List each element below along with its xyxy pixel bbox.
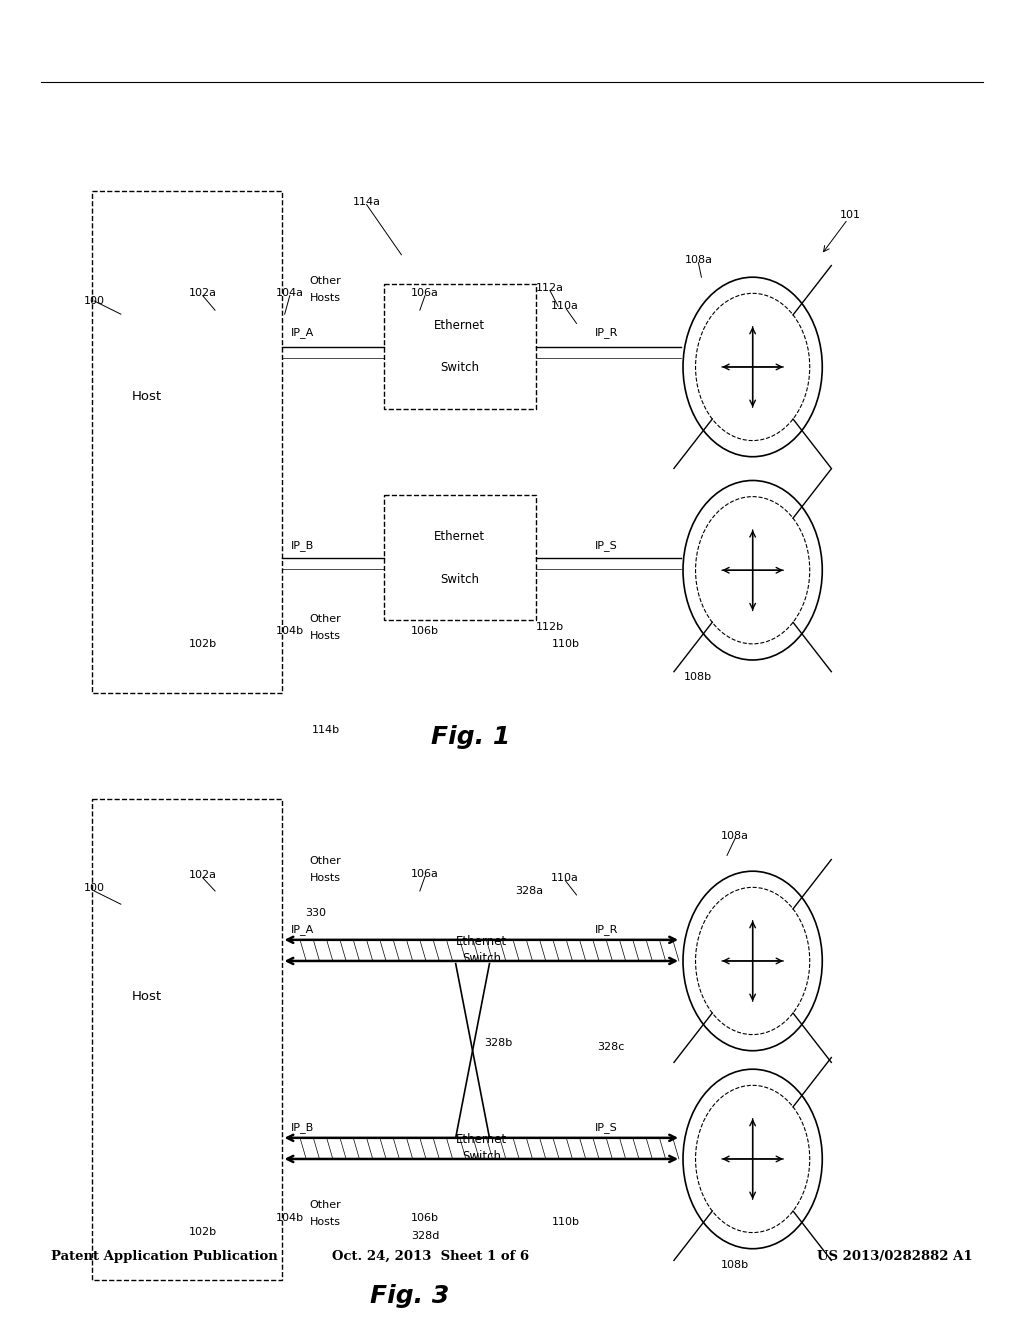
Text: Hosts: Hosts	[310, 293, 341, 304]
Text: 102b: 102b	[188, 1226, 217, 1237]
Text: 106b: 106b	[411, 626, 439, 636]
Text: 106a: 106a	[411, 288, 439, 298]
Text: 110a: 110a	[551, 301, 580, 312]
Text: Oct. 24, 2013  Sheet 1 of 6: Oct. 24, 2013 Sheet 1 of 6	[332, 1250, 528, 1263]
Bar	[384, 284, 536, 409]
Text: 100: 100	[84, 296, 104, 306]
Text: 328c: 328c	[598, 1041, 625, 1052]
Text: Fig. 3: Fig. 3	[370, 1284, 450, 1308]
Text: IP_R: IP_R	[595, 924, 617, 935]
Text: Host: Host	[131, 389, 162, 403]
Text: 104b: 104b	[275, 1213, 304, 1224]
Text: 101: 101	[840, 210, 860, 220]
Bar	[384, 495, 536, 620]
Text: Host: Host	[131, 990, 162, 1003]
Text: 108a: 108a	[721, 830, 750, 841]
Text: IP_B: IP_B	[291, 1122, 313, 1133]
Text: Switch: Switch	[440, 362, 479, 375]
Text: Ethernet: Ethernet	[456, 936, 507, 948]
Text: Patent Application Publication: Patent Application Publication	[51, 1250, 278, 1263]
Text: 102a: 102a	[188, 288, 217, 298]
Text: 110b: 110b	[552, 639, 581, 649]
Text: 108b: 108b	[684, 672, 713, 682]
Text: 104a: 104a	[275, 288, 304, 298]
Text: Switch: Switch	[440, 573, 479, 586]
Text: Hosts: Hosts	[310, 631, 341, 642]
Text: 112b: 112b	[536, 622, 564, 632]
Text: 330: 330	[305, 908, 326, 919]
Text: Fig. 1: Fig. 1	[431, 725, 511, 748]
Text: Other: Other	[309, 855, 342, 866]
Bar	[92, 799, 282, 1280]
Bar	[92, 191, 282, 693]
Text: 110b: 110b	[552, 1217, 581, 1228]
Text: Other: Other	[309, 614, 342, 624]
Text: 102a: 102a	[188, 870, 217, 880]
Text: 104b: 104b	[275, 626, 304, 636]
Text: 100: 100	[84, 883, 104, 894]
Text: 106a: 106a	[411, 869, 439, 879]
Text: US 2013/0282882 A1: US 2013/0282882 A1	[817, 1250, 973, 1263]
Text: IP_S: IP_S	[595, 540, 617, 550]
Text: 102b: 102b	[188, 639, 217, 649]
Text: 328d: 328d	[411, 1230, 439, 1241]
Text: IP_A: IP_A	[291, 327, 313, 338]
Text: IP_S: IP_S	[595, 1122, 617, 1133]
Text: IP_A: IP_A	[291, 924, 313, 935]
Text: 114b: 114b	[311, 725, 340, 735]
Text: Ethernet: Ethernet	[434, 529, 485, 543]
Text: Other: Other	[309, 276, 342, 286]
Text: 108a: 108a	[684, 255, 713, 265]
Text: 106b: 106b	[411, 1213, 439, 1224]
Text: 114a: 114a	[352, 197, 381, 207]
Text: Ethernet: Ethernet	[434, 318, 485, 331]
Text: Switch: Switch	[462, 1151, 501, 1163]
Text: Hosts: Hosts	[310, 1217, 341, 1228]
Text: 328a: 328a	[515, 886, 544, 896]
Text: Ethernet: Ethernet	[456, 1134, 507, 1146]
Text: 110a: 110a	[551, 873, 580, 883]
Text: Hosts: Hosts	[310, 873, 341, 883]
Text: 108b: 108b	[721, 1259, 750, 1270]
Text: IP_R: IP_R	[595, 327, 617, 338]
Text: Switch: Switch	[462, 953, 501, 965]
Text: Other: Other	[309, 1200, 342, 1210]
Text: 328b: 328b	[484, 1038, 513, 1048]
Text: 112a: 112a	[536, 282, 564, 293]
Text: IP_B: IP_B	[291, 540, 313, 550]
